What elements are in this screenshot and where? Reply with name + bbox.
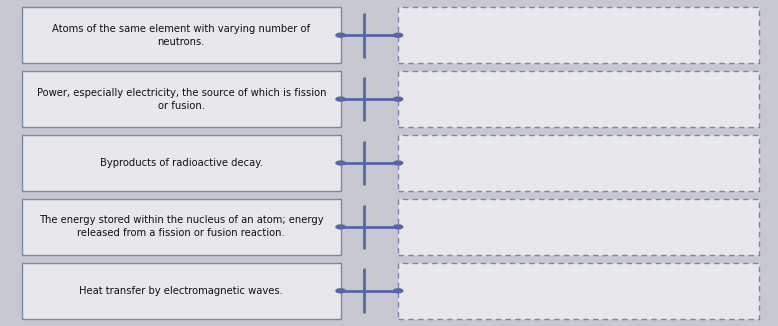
FancyBboxPatch shape (22, 7, 341, 63)
Circle shape (394, 289, 403, 293)
FancyBboxPatch shape (398, 199, 759, 255)
FancyBboxPatch shape (22, 71, 341, 127)
Circle shape (394, 33, 403, 37)
FancyBboxPatch shape (22, 135, 341, 191)
Text: The energy stored within the nucleus of an atom; energy
released from a fission : The energy stored within the nucleus of … (39, 215, 324, 239)
Circle shape (394, 97, 403, 101)
Circle shape (336, 225, 345, 229)
Text: Power, especially electricity, the source of which is fission
or fusion.: Power, especially electricity, the sourc… (37, 87, 326, 111)
FancyBboxPatch shape (22, 199, 341, 255)
Circle shape (394, 161, 403, 165)
Text: Heat transfer by electromagnetic waves.: Heat transfer by electromagnetic waves. (79, 286, 283, 296)
FancyBboxPatch shape (22, 263, 341, 319)
Circle shape (336, 289, 345, 293)
Text: Atoms of the same element with varying number of
neutrons.: Atoms of the same element with varying n… (52, 23, 310, 47)
Text: Byproducts of radioactive decay.: Byproducts of radioactive decay. (100, 158, 263, 168)
FancyBboxPatch shape (398, 7, 759, 63)
FancyBboxPatch shape (398, 263, 759, 319)
Circle shape (336, 33, 345, 37)
FancyBboxPatch shape (398, 135, 759, 191)
Circle shape (336, 97, 345, 101)
FancyBboxPatch shape (398, 71, 759, 127)
Circle shape (336, 161, 345, 165)
Circle shape (394, 225, 403, 229)
